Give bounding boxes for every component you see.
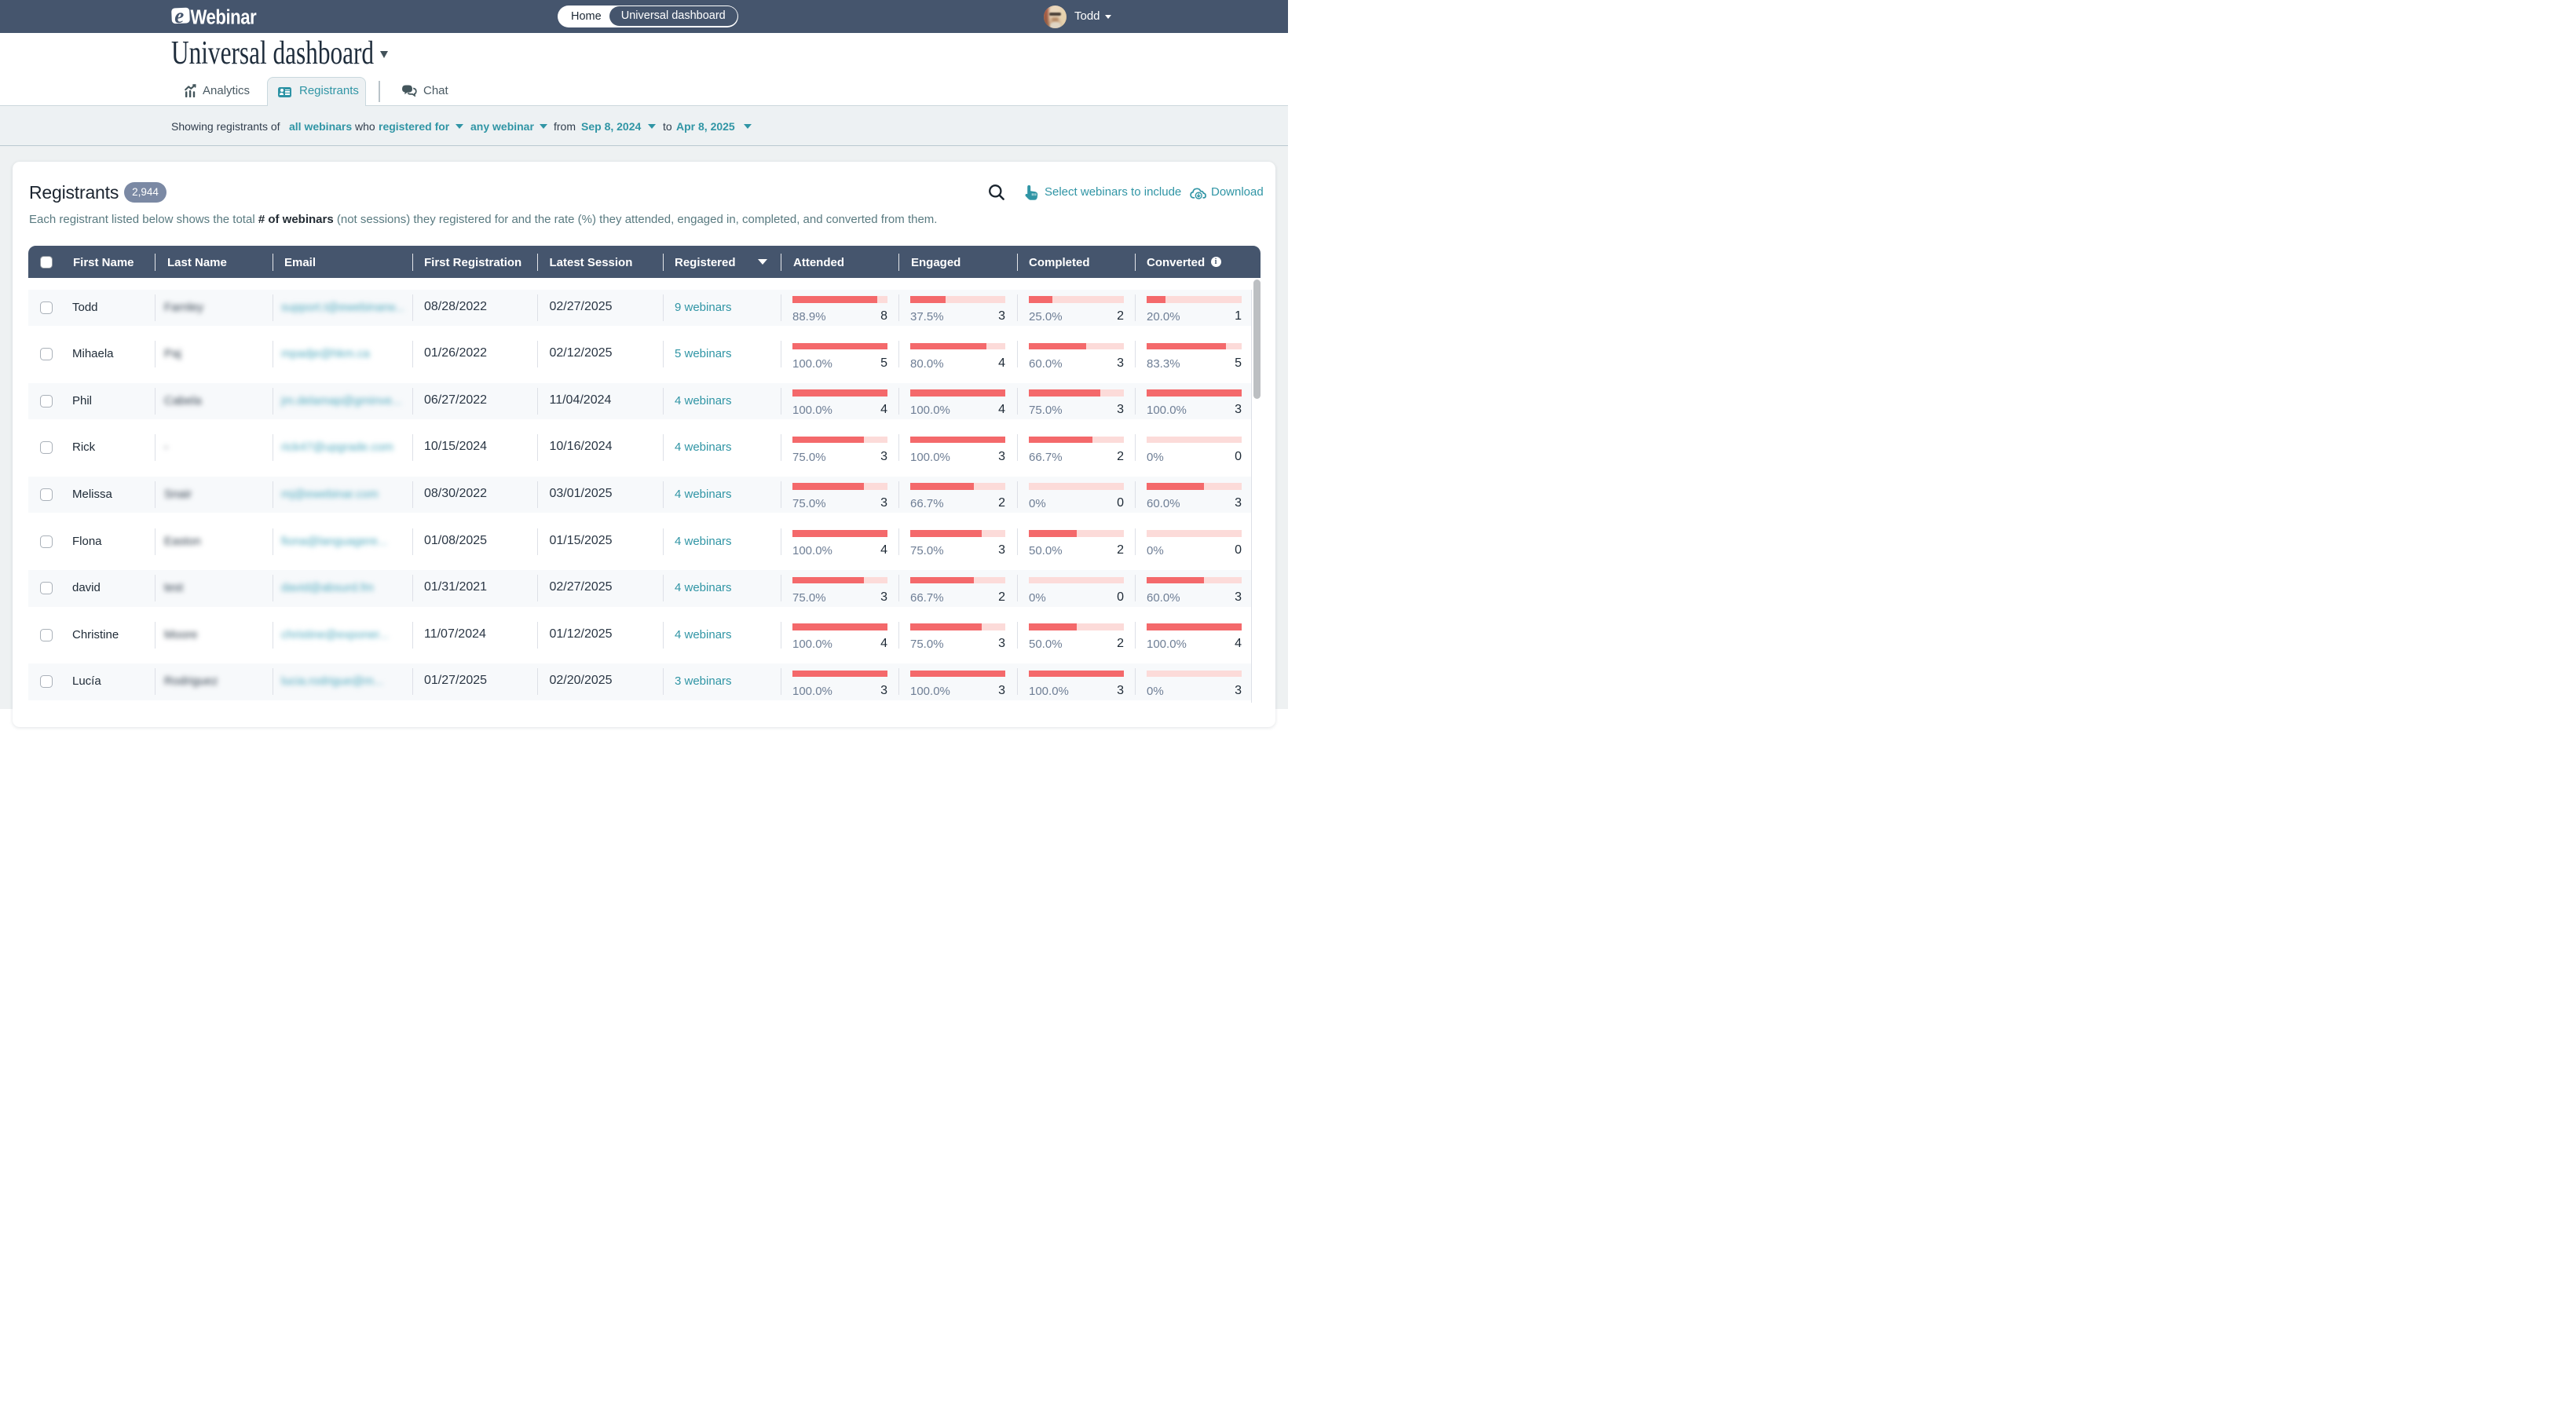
- svg-text:Webinar: Webinar: [191, 6, 258, 29]
- svg-text:e: e: [174, 5, 184, 27]
